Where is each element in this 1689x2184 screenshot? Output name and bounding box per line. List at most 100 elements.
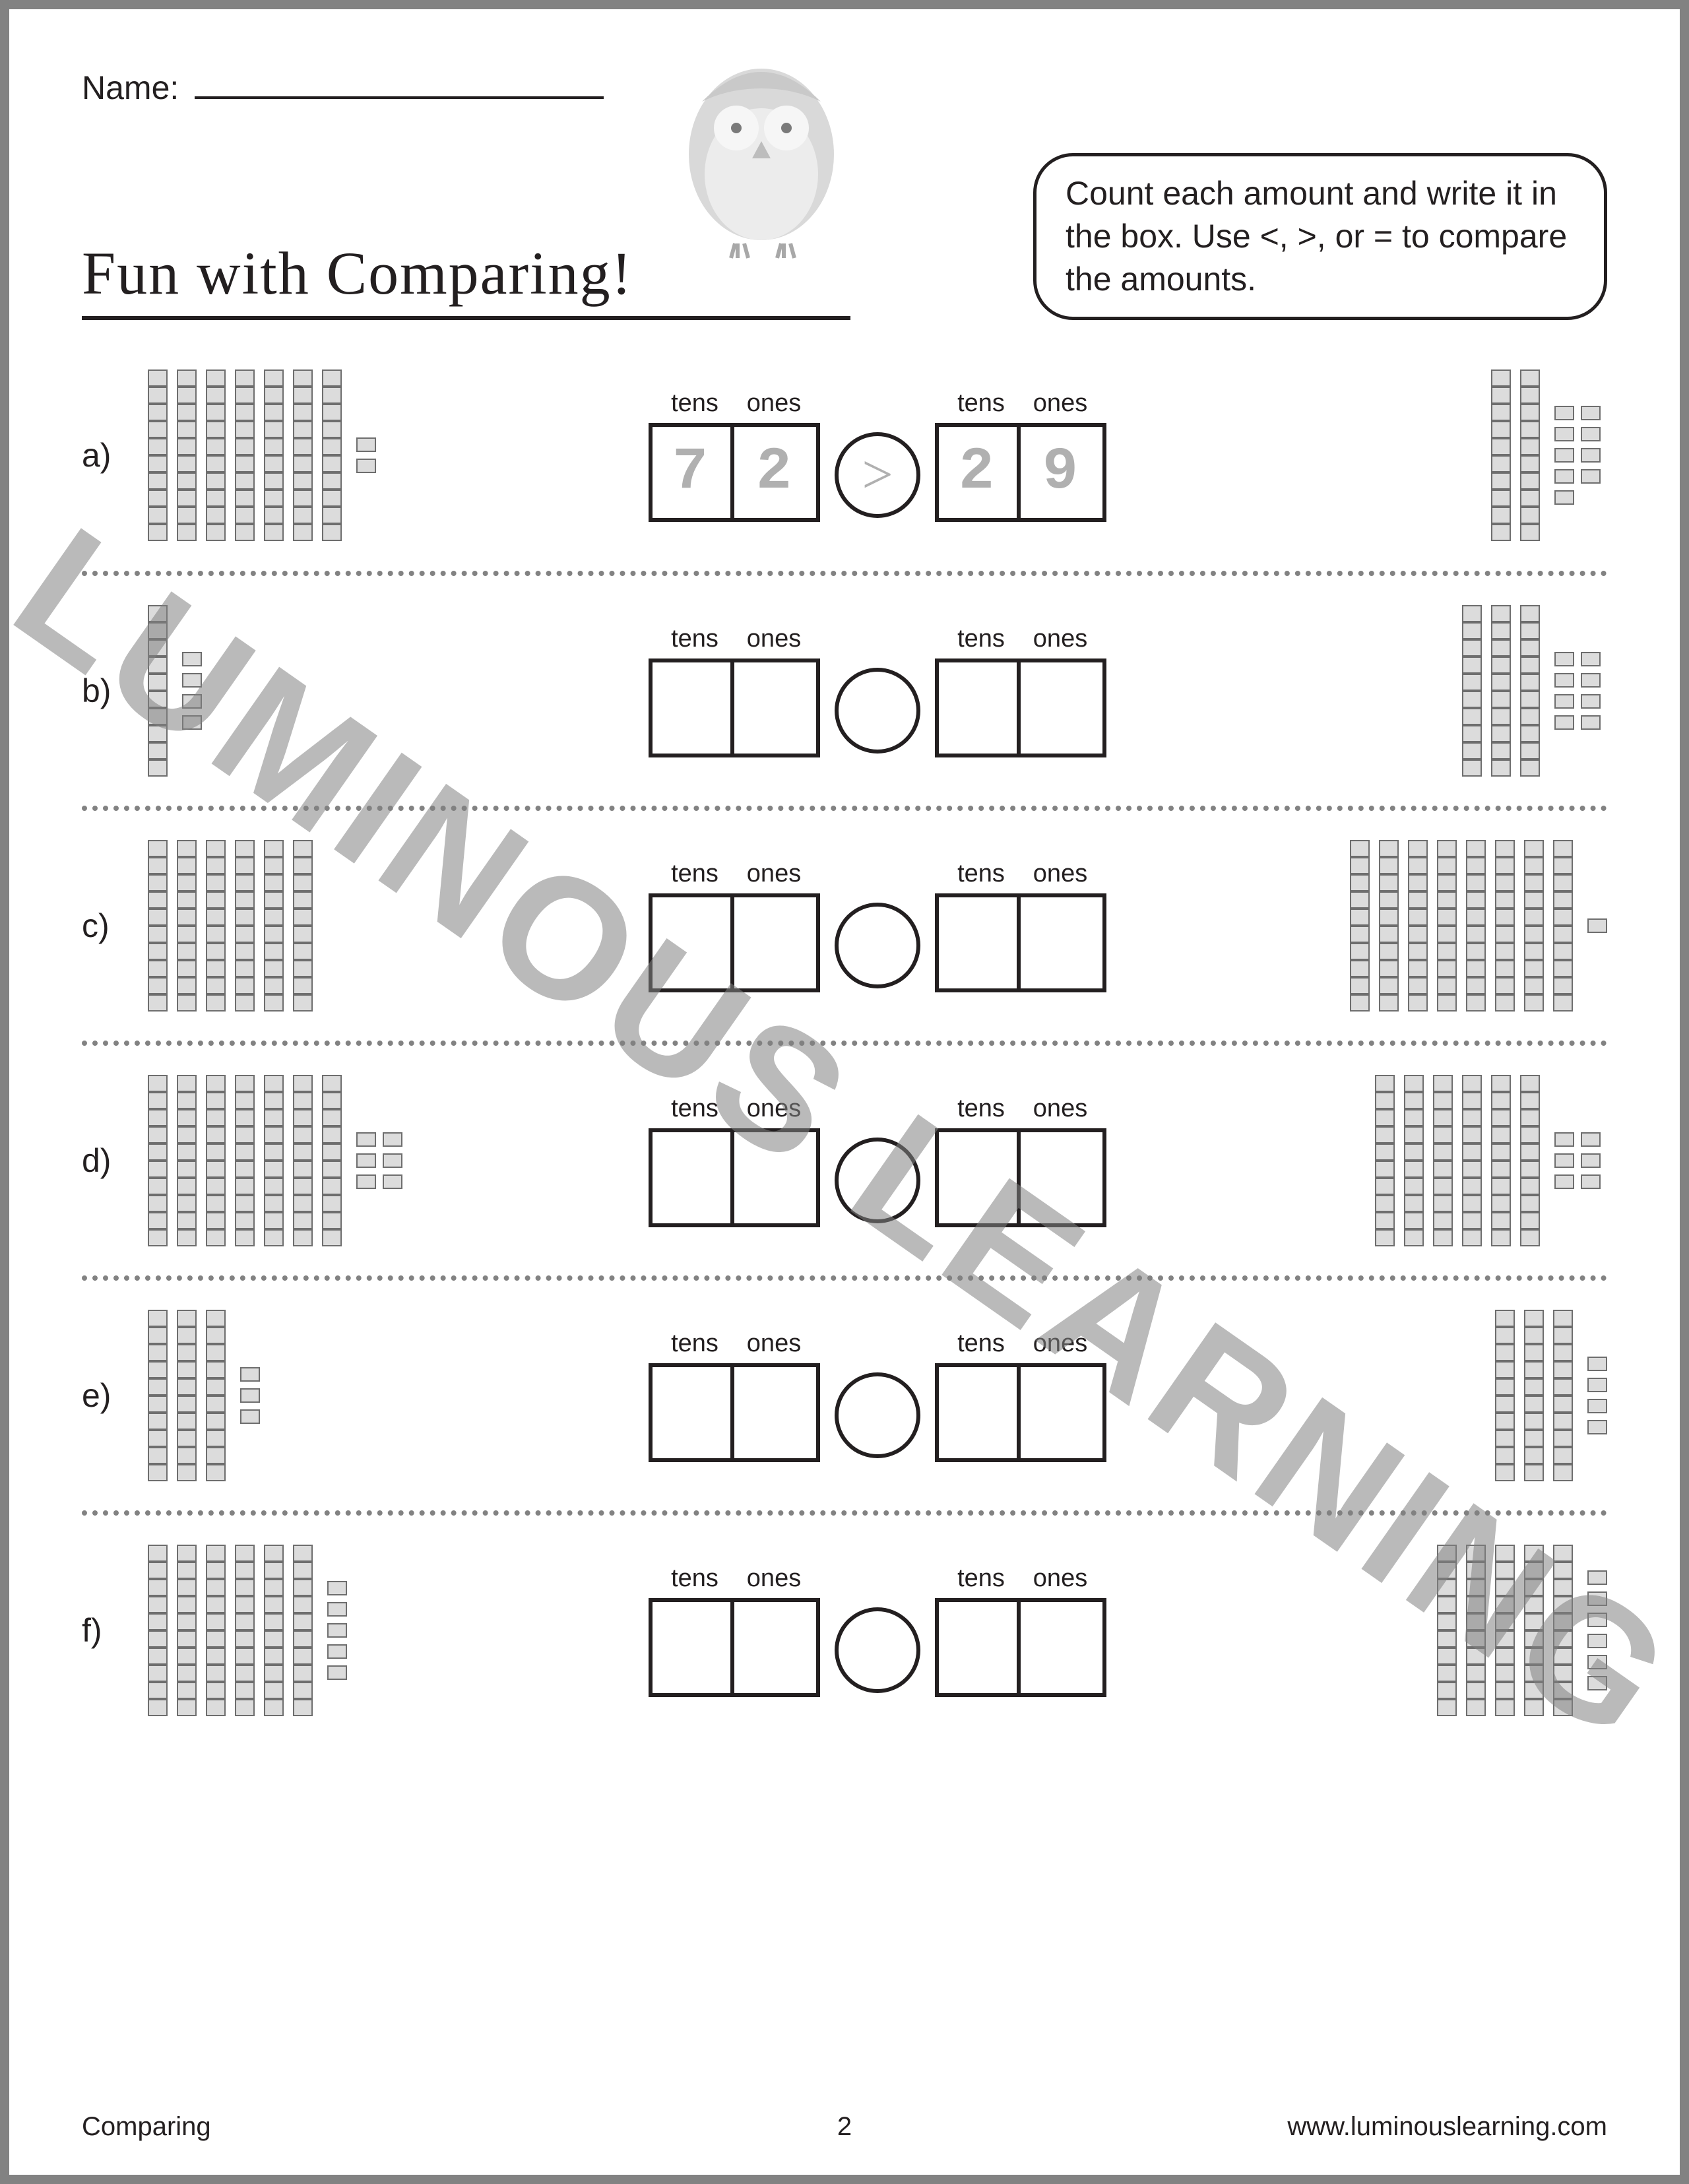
place-value-box[interactable]: 2	[935, 423, 1021, 522]
tens-rod	[235, 840, 255, 1012]
ones-cube	[1581, 1174, 1601, 1189]
answer-area: tensonestensones	[649, 1330, 1106, 1462]
tens-rod	[1379, 840, 1399, 1012]
tens-rod	[177, 1310, 197, 1481]
compare-circle[interactable]	[835, 1138, 920, 1223]
tens-rod	[177, 369, 197, 541]
tens-rod	[148, 1075, 168, 1246]
place-value-box[interactable]	[734, 658, 820, 757]
problem-row: e)tensonestensones	[82, 1275, 1607, 1510]
place-value-boxes	[935, 1128, 1106, 1227]
place-value-box[interactable]: 2	[734, 423, 820, 522]
ones-cube	[182, 652, 202, 666]
place-value-boxes	[649, 1128, 820, 1227]
right-blocks	[1126, 1310, 1607, 1481]
tens-rod	[206, 1075, 226, 1246]
place-value-box[interactable]	[935, 1598, 1021, 1697]
tens-rod	[235, 369, 255, 541]
place-value-labels: tensones	[941, 860, 1100, 888]
place-value-box[interactable]	[1021, 658, 1106, 757]
ones-cube	[1587, 1570, 1607, 1585]
ones-cube	[1581, 715, 1601, 730]
place-value-box[interactable]	[935, 893, 1021, 992]
place-value-box[interactable]	[649, 658, 734, 757]
ones-cube	[1554, 1153, 1574, 1168]
tens-label: tens	[655, 1095, 734, 1123]
place-value-box[interactable]	[649, 893, 734, 992]
compare-circle[interactable]	[835, 1372, 920, 1458]
tens-rod	[1375, 1075, 1395, 1246]
ones-cube	[1587, 1378, 1607, 1392]
name-input-line[interactable]	[195, 96, 604, 99]
place-value-labels: tensones	[655, 389, 813, 418]
tens-rod	[1524, 1545, 1544, 1716]
ones-cluster	[356, 437, 376, 473]
place-value-box[interactable]	[734, 1128, 820, 1227]
ones-cube	[1554, 715, 1574, 730]
compare-circle[interactable]	[835, 1607, 920, 1693]
ones-cube	[1581, 1132, 1601, 1147]
place-value-box[interactable]	[935, 1363, 1021, 1462]
ones-label: ones	[734, 1564, 813, 1593]
tens-rod	[1524, 840, 1544, 1012]
ones-cube	[1587, 1591, 1607, 1606]
ones-cube	[1554, 427, 1574, 441]
ones-cluster	[1554, 406, 1607, 505]
problem-label: f)	[82, 1611, 128, 1650]
place-value-box[interactable]	[1021, 1598, 1106, 1697]
ones-cube	[383, 1132, 402, 1147]
tens-rod	[1491, 369, 1511, 541]
place-value-box[interactable]	[935, 1128, 1021, 1227]
problem-row: b)tensonestensones	[82, 571, 1607, 806]
tens-rod	[264, 1545, 284, 1716]
place-value-boxes: 29	[935, 423, 1106, 522]
compare-circle[interactable]: >	[835, 432, 920, 518]
place-value-group: tensones29	[935, 389, 1106, 522]
tens-rod	[148, 605, 168, 777]
place-value-box[interactable]	[1021, 1128, 1106, 1227]
place-value-boxes	[935, 1363, 1106, 1462]
tens-label: tens	[941, 1330, 1021, 1358]
tens-rod	[1495, 840, 1515, 1012]
right-blocks	[1126, 840, 1607, 1012]
ones-label: ones	[1021, 1564, 1100, 1593]
place-value-box[interactable]	[734, 1598, 820, 1697]
footer-page-number: 2	[82, 2112, 1607, 2142]
ones-cube	[182, 694, 202, 709]
place-value-box[interactable]	[935, 658, 1021, 757]
ones-label: ones	[734, 389, 813, 418]
tens-label: tens	[655, 625, 734, 653]
tens-rod	[322, 369, 342, 541]
tens-label: tens	[655, 1564, 734, 1593]
ones-cube	[1581, 469, 1601, 484]
ones-label: ones	[1021, 1330, 1100, 1358]
tens-label: tens	[655, 389, 734, 418]
ones-cube	[1587, 1655, 1607, 1669]
compare-circle[interactable]	[835, 903, 920, 988]
place-value-box[interactable]	[649, 1598, 734, 1697]
ones-cube	[1581, 448, 1601, 463]
tens-rod	[177, 1545, 197, 1716]
place-value-box[interactable]: 7	[649, 423, 734, 522]
place-value-labels: tensones	[655, 1330, 813, 1358]
place-value-box[interactable]	[649, 1128, 734, 1227]
place-value-box[interactable]	[1021, 1363, 1106, 1462]
tens-rod	[264, 369, 284, 541]
problem-row: f)tensonestensones	[82, 1510, 1607, 1745]
place-value-box[interactable]: 9	[1021, 423, 1106, 522]
place-value-box[interactable]	[649, 1363, 734, 1462]
place-value-box[interactable]	[734, 893, 820, 992]
ones-cube	[1554, 448, 1574, 463]
place-value-group: tensones	[935, 625, 1106, 757]
place-value-box[interactable]	[734, 1363, 820, 1462]
ones-cube	[1587, 1613, 1607, 1627]
tens-rod	[1553, 1310, 1573, 1481]
place-value-box[interactable]	[1021, 893, 1106, 992]
ones-cube	[240, 1409, 260, 1424]
ones-cube	[1554, 469, 1574, 484]
tens-rod	[293, 1545, 313, 1716]
compare-circle[interactable]	[835, 668, 920, 754]
place-value-group: tensones	[935, 1330, 1106, 1462]
ones-cube	[240, 1367, 260, 1382]
tens-rod	[1520, 605, 1540, 777]
